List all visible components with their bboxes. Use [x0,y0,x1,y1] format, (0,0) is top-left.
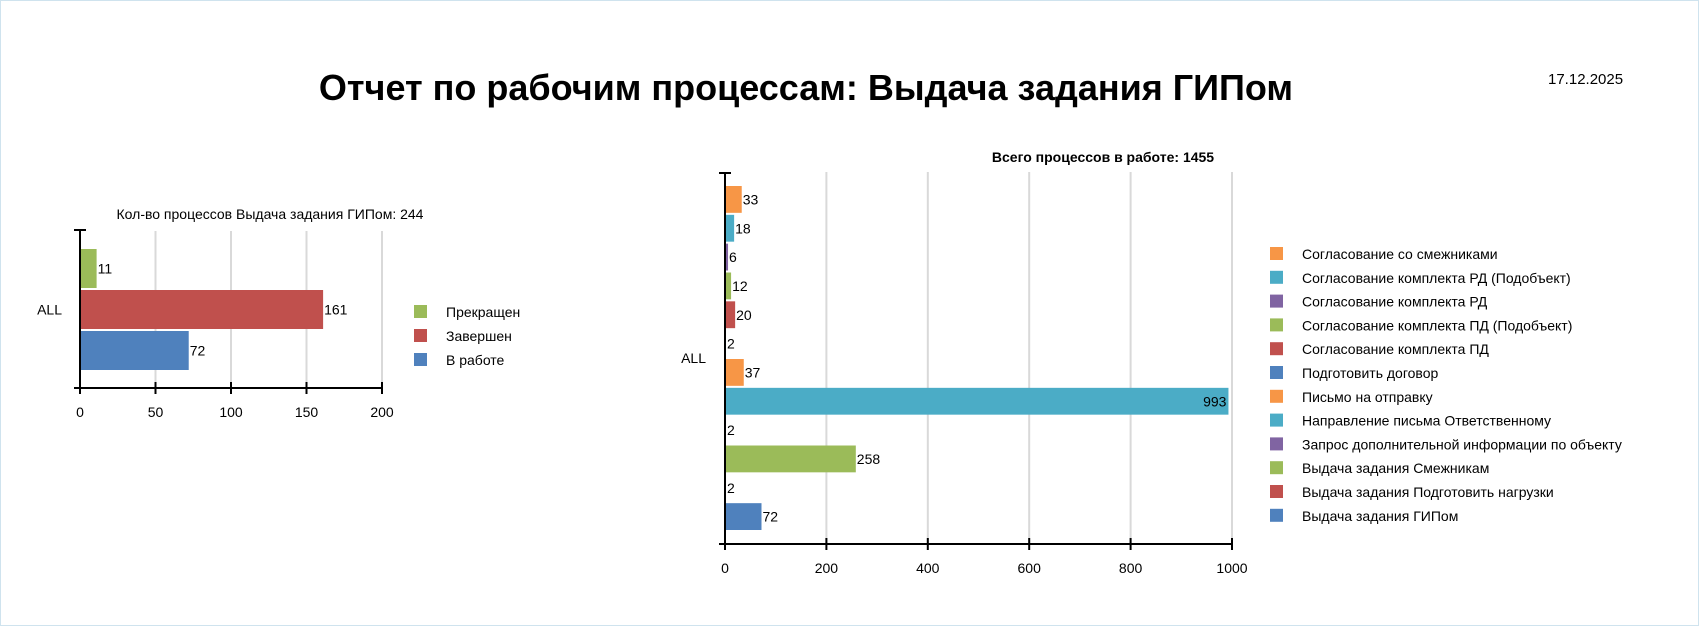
legend-label: Выдача задания Смежникам [1302,460,1489,476]
bar [726,243,729,271]
plot-area [725,172,1232,544]
legend-swatch [1270,437,1283,451]
legend-swatch [1270,294,1283,308]
data-label: 72 [190,343,206,359]
x-tick-label: 100 [219,404,243,420]
status-chart: Кол-во процессов Выдача задания ГИПом: 2… [37,206,520,420]
legend-label: Направление письма Ответственному [1302,413,1551,429]
in-progress-chart: Всего процессов в работе: 14553318612202… [681,149,1622,576]
bar [726,186,742,213]
bar [81,249,97,288]
data-label: 20 [736,307,752,323]
report-title: Отчет по рабочим процессам: Выдача задан… [318,67,1294,108]
legend-label: Согласование комплекта ПД [1302,341,1489,357]
data-label: 2 [727,422,735,438]
chart-title: Кол-во процессов Выдача задания ГИПом: 2… [117,206,424,222]
legend-swatch [414,329,427,342]
x-tick-label: 50 [148,404,164,420]
legend-swatch [1270,508,1283,522]
legend-swatch [1270,270,1283,284]
legend-swatch [1270,389,1283,403]
category-label: ALL [37,302,62,318]
legend-label: Согласование со смежниками [1302,246,1498,262]
legend-label: Согласование комплекта РД [1302,294,1488,310]
chart-title: Всего процессов в работе: 1455 [992,149,1214,165]
data-label: 11 [98,261,113,277]
legend-label: Письмо на отправку [1302,389,1433,405]
data-label: 37 [745,364,761,380]
legend-label: Согласование комплекта РД (Подобъект) [1302,270,1571,286]
x-tick-label: 400 [916,560,940,576]
legend-swatch [414,353,427,366]
bar [81,290,324,329]
legend-swatch [1270,247,1283,260]
category-label: ALL [681,350,706,366]
data-label: 258 [857,451,881,467]
data-label: 18 [735,220,751,236]
legend-label: Прекращен [446,304,520,320]
legend-swatch [1270,342,1283,356]
legend-label: Подготовить договор [1302,365,1438,381]
data-label: 12 [732,278,748,294]
x-tick-label: 1000 [1216,560,1247,576]
bar [726,445,856,473]
legend-swatch [414,305,427,318]
bar [726,214,735,242]
legend-label: Согласование комплекта ПД (Подобъект) [1302,317,1572,333]
x-tick-label: 600 [1018,560,1042,576]
legend-label: Завершен [446,328,512,344]
bar [726,387,1229,415]
report-date: 17.12.2025 [1548,71,1624,88]
x-tick-label: 0 [76,404,84,420]
legend-label: В работе [446,352,505,368]
data-label: 72 [763,509,779,525]
x-tick-label: 150 [295,404,319,420]
bar [726,359,744,386]
bar [726,503,762,530]
data-label: 33 [743,191,759,207]
x-tick-label: 200 [370,404,394,420]
legend-swatch [1270,318,1283,332]
x-tick-label: 0 [721,560,729,576]
data-label: 2 [727,480,735,496]
x-tick-label: 200 [815,560,839,576]
legend-label: Выдача задания Подготовить нагрузки [1302,484,1554,500]
legend-label: Выдача задания ГИПом [1302,508,1458,524]
x-tick-label: 800 [1119,560,1143,576]
legend-swatch [1270,366,1283,379]
data-label: 2 [727,336,735,352]
legend-swatch [1270,413,1283,427]
data-label: 161 [324,302,348,318]
bar [81,331,189,370]
legend-label: Запрос дополнительной информации по объе… [1302,436,1622,452]
data-label: 993 [1203,393,1227,409]
bar [726,301,736,329]
legend-swatch [1270,485,1283,498]
legend-swatch [1270,461,1283,475]
bar [726,272,732,300]
data-label: 6 [729,249,737,265]
